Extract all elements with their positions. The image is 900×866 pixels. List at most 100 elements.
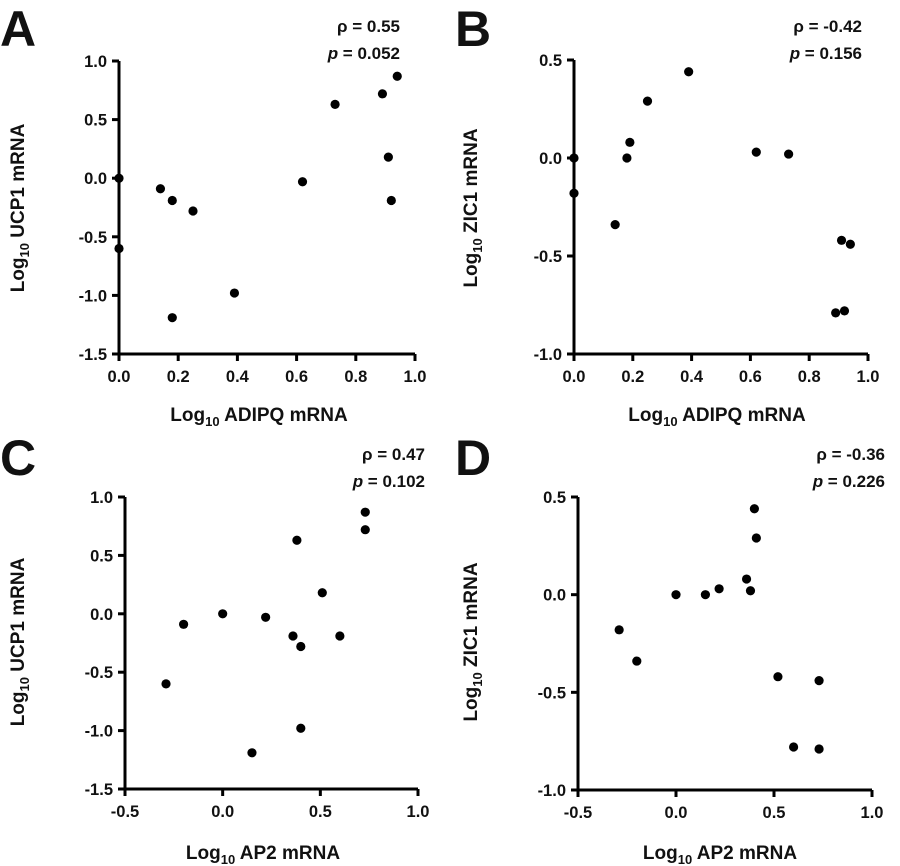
x-tick-label: 1.0	[404, 368, 427, 386]
y-tick-label: 1.0	[90, 489, 113, 507]
data-point	[377, 89, 388, 99]
data-point	[684, 67, 694, 77]
x-tick-label: 1.0	[861, 804, 884, 822]
x-tick-label: 0.6	[739, 368, 762, 386]
p-symbol-c: p	[352, 472, 363, 491]
data-point	[773, 672, 783, 682]
y-axis-title-a: Log10 UCP1 mRNA	[8, 123, 32, 292]
data-point	[114, 173, 124, 183]
x-tick-label: 1.0	[407, 803, 430, 821]
x-axis-title-c: Log10 AP2 mRNA	[186, 843, 340, 866]
x-tick-label: -0.5	[111, 803, 139, 821]
data-point	[836, 235, 847, 245]
y-tick-label: 0.0	[84, 170, 107, 188]
p-annotation-a: p = 0.052	[327, 44, 400, 63]
p-symbol-a: p	[327, 44, 338, 63]
y-tick-label: -1.0	[534, 346, 562, 364]
data-point	[845, 239, 855, 249]
data-point	[261, 612, 271, 622]
data-point	[288, 631, 298, 641]
p-symbol-d: p	[812, 472, 823, 491]
data-point	[714, 584, 724, 594]
x-axis-title-b: Log10 ADIPQ mRNA	[628, 405, 806, 429]
points-a	[114, 71, 402, 323]
data-point	[229, 288, 240, 298]
data-point	[622, 153, 632, 163]
data-point	[614, 625, 624, 635]
data-point	[610, 220, 620, 230]
data-point	[839, 306, 850, 316]
data-point	[167, 313, 177, 323]
panel-a: A ρ = 0.55 p = 0.052 0.0 0.2 0.4 0.6 0.8 1.0 -…	[0, 1, 426, 429]
data-point	[317, 588, 327, 598]
panel-c: C ρ = 0.47 p = 0.102 -0.5 0.0 0.5 1.0 -1.5 -1…	[0, 430, 429, 866]
data-point	[814, 744, 824, 754]
data-point	[114, 243, 124, 254]
data-point	[297, 177, 308, 187]
y-tick-label: 0.0	[539, 150, 562, 168]
data-point	[745, 586, 756, 596]
y-tick-label: -1.5	[79, 346, 107, 364]
data-point	[383, 152, 393, 162]
p-annotation-d: p = 0.226	[812, 472, 885, 491]
data-point	[386, 195, 396, 206]
axes-d: -0.5 0.0 0.5 1.0 -1.0 -0.5 0.0 0.5	[538, 489, 884, 822]
p-value-c: = 0.102	[363, 472, 425, 491]
data-point	[642, 96, 653, 106]
y-tick-label: -1.0	[538, 782, 566, 800]
panel-d: D ρ = -0.36 p = 0.226 -0.5 0.0 0.5 1.0-1.0-…	[455, 430, 885, 866]
panel-letter-d: D	[455, 430, 491, 486]
y-tick-label: -1.0	[79, 287, 107, 305]
data-point	[671, 590, 681, 600]
data-point	[161, 679, 171, 689]
y-tick-label: 0.5	[90, 547, 113, 565]
data-point	[335, 631, 345, 641]
data-point	[167, 195, 177, 206]
x-tick-label: -0.5	[564, 804, 592, 822]
data-point	[247, 748, 257, 758]
points-d	[614, 504, 824, 754]
points-b	[569, 67, 855, 318]
x-axis-title-d: Log10 AP2 mRNA	[643, 843, 797, 866]
data-point	[625, 137, 635, 147]
data-point	[751, 533, 761, 543]
data-point	[831, 308, 841, 318]
panel-b: B ρ = -0.42 p = 0.156 0.0 0.2 0.4 0.6 0.8 1.0…	[455, 1, 879, 429]
x-tick-label: 0.0	[665, 804, 688, 822]
y-tick-label: 0.5	[84, 112, 107, 130]
data-point	[392, 71, 402, 81]
rho-annotation-c: ρ = 0.47	[362, 445, 425, 464]
rho-annotation-b: ρ = -0.42	[793, 17, 862, 36]
data-point	[784, 149, 794, 159]
data-point	[155, 184, 166, 194]
data-point	[814, 676, 824, 686]
axes-a: 0.0 0.2 0.4 0.6 0.8 1.0 -1.5 -1.0 -0.5 0.0 0.5 1.0	[79, 53, 427, 386]
data-point	[360, 507, 370, 517]
data-point	[179, 619, 189, 629]
y-tick-label: 0.0	[90, 606, 113, 624]
data-point	[360, 525, 370, 535]
x-axis-title-a: Log10 ADIPQ mRNA	[170, 405, 348, 429]
x-tick-label: 0.2	[621, 368, 644, 386]
y-axis-title-c: Log10 UCP1 mRNA	[8, 557, 32, 726]
data-point	[569, 188, 579, 198]
y-tick-label: -0.5	[79, 229, 107, 247]
rho-annotation-d: ρ = -0.36	[816, 445, 885, 464]
data-point	[296, 641, 306, 652]
data-point	[292, 535, 302, 545]
y-tick-label: -0.5	[85, 664, 113, 682]
data-point	[700, 590, 711, 600]
p-value-b: = 0.156	[800, 44, 862, 63]
x-tick-label: 0.0	[211, 803, 234, 821]
y-axis-title-b: Log10 ZIC1 mRNA	[461, 128, 485, 287]
x-tick-label: 0.0	[108, 368, 131, 386]
y-tick-label: -1.0	[85, 723, 113, 741]
rho-annotation-a: ρ = 0.55	[337, 17, 400, 36]
panel-letter-a: A	[0, 1, 36, 57]
x-tick-label: 0.5	[309, 803, 332, 821]
x-tick-label: 0.0	[563, 368, 586, 386]
data-point	[218, 609, 228, 619]
y-tick-label: -1.5	[85, 781, 113, 799]
data-point	[749, 504, 760, 514]
